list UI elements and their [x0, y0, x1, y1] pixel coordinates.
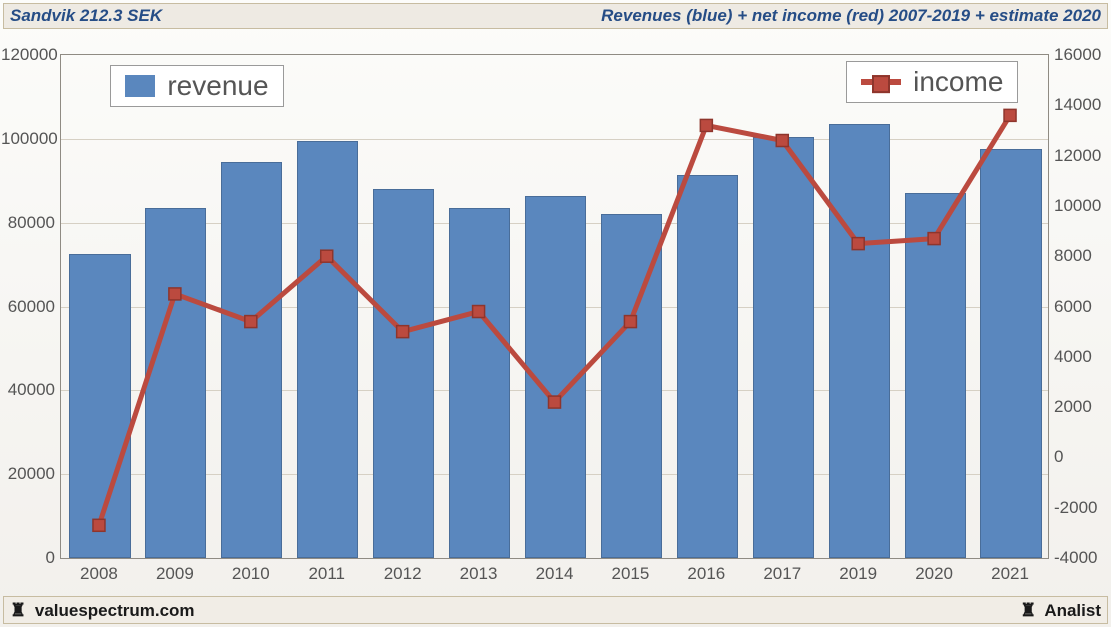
x-tick-label: 2017 [763, 558, 801, 584]
footer-bar: ♜ valuespectrum.com ♜ Analist [3, 596, 1108, 624]
legend-income-label: income [913, 66, 1003, 98]
income-marker [245, 316, 257, 328]
x-tick-label: 2009 [156, 558, 194, 584]
x-tick-label: 2021 [991, 558, 1029, 584]
y-left-tick-label: 40000 [1, 380, 61, 400]
x-tick-label: 2012 [384, 558, 422, 584]
chart-frame: { "header": { "left": "Sandvik 212.3 SEK… [0, 0, 1111, 627]
y-right-tick-label: 16000 [1048, 45, 1110, 65]
x-tick-label: 2016 [687, 558, 725, 584]
y-left-tick-label: 20000 [1, 464, 61, 484]
legend-income: income [846, 61, 1018, 103]
x-tick-label: 2010 [232, 558, 270, 584]
y-right-tick-label: 4000 [1048, 347, 1110, 367]
x-tick-label: 2015 [612, 558, 650, 584]
y-right-tick-label: 0 [1048, 447, 1110, 467]
y-left-tick-label: 80000 [1, 213, 61, 233]
x-tick-label: 2020 [915, 558, 953, 584]
y-left-tick-label: 120000 [1, 45, 61, 65]
y-right-tick-label: 2000 [1048, 397, 1110, 417]
legend-income-swatch [861, 79, 901, 85]
legend-revenue: revenue [110, 65, 283, 107]
y-left-tick-label: 60000 [1, 297, 61, 317]
income-marker [1004, 109, 1016, 121]
income-marker [549, 396, 561, 408]
header-left-title: Sandvik 212.3 SEK [10, 6, 162, 26]
y-right-tick-label: 10000 [1048, 196, 1110, 216]
x-tick-label: 2019 [839, 558, 877, 584]
y-right-tick-label: 14000 [1048, 95, 1110, 115]
x-tick-label: 2011 [308, 558, 345, 584]
header-right-title: Revenues (blue) + net income (red) 2007-… [601, 6, 1101, 26]
chart-plot-area: 020000400006000080000100000120000-4000-2… [60, 54, 1049, 559]
rook-icon: ♜ [10, 600, 26, 620]
footer-left-text: valuespectrum.com [35, 601, 195, 620]
legend-revenue-label: revenue [167, 70, 268, 102]
footer-right: ♜ Analist [1020, 600, 1101, 621]
x-tick-label: 2008 [80, 558, 118, 584]
income-marker [624, 316, 636, 328]
income-marker [700, 119, 712, 131]
y-right-tick-label: 12000 [1048, 146, 1110, 166]
income-marker [852, 238, 864, 250]
income-marker [169, 288, 181, 300]
rook-icon: ♜ [1020, 600, 1036, 620]
footer-right-text: Analist [1044, 601, 1101, 620]
y-right-tick-label: 8000 [1048, 246, 1110, 266]
x-tick-label: 2014 [536, 558, 574, 584]
x-tick-label: 2013 [460, 558, 498, 584]
header-bar: Sandvik 212.3 SEK Revenues (blue) + net … [3, 3, 1108, 29]
income-marker [397, 326, 409, 338]
y-right-tick-label: -2000 [1048, 498, 1110, 518]
income-line [99, 115, 1010, 525]
income-marker [928, 233, 940, 245]
legend-revenue-swatch [125, 75, 155, 97]
income-marker [776, 135, 788, 147]
footer-left: ♜ valuespectrum.com [10, 600, 195, 621]
y-right-tick-label: 6000 [1048, 297, 1110, 317]
income-line-overlay [61, 55, 1048, 558]
income-marker [321, 250, 333, 262]
income-marker [473, 306, 485, 318]
y-right-tick-label: -4000 [1048, 548, 1110, 568]
y-left-tick-label: 0 [1, 548, 61, 568]
income-marker [93, 519, 105, 531]
y-left-tick-label: 100000 [1, 129, 61, 149]
